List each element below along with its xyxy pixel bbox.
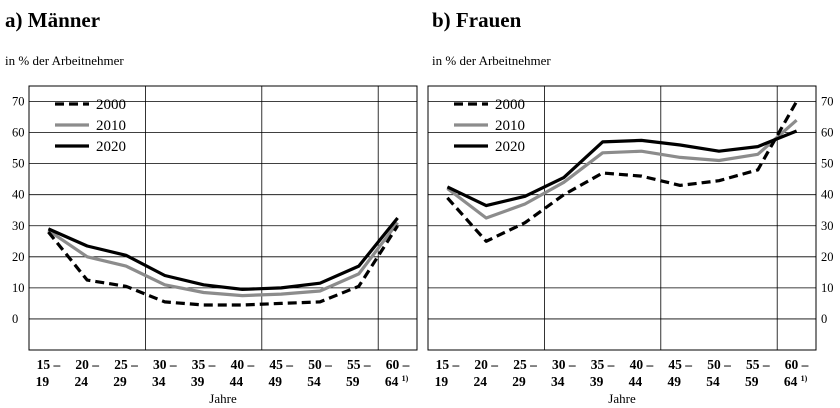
x-tick-label-top: 30 – bbox=[153, 357, 177, 372]
series-line-2010 bbox=[47, 221, 399, 298]
y-tick-label: 50 bbox=[12, 157, 25, 171]
x-axis-label: Jahre bbox=[209, 391, 237, 406]
x-tick-label-bottom: 19 bbox=[435, 374, 449, 389]
y-tick-label: 60 bbox=[12, 126, 25, 140]
x-tick-label-bottom: 34 bbox=[152, 374, 166, 389]
legend-label: 2000 bbox=[96, 97, 126, 113]
x-tick-label-bottom: 24 bbox=[74, 374, 88, 389]
panel-title: b) Frauen bbox=[432, 8, 522, 32]
legend-label: 2010 bbox=[96, 118, 126, 134]
x-tick-label-top: 60 – bbox=[386, 357, 410, 372]
y-tick-label: 40 bbox=[821, 188, 834, 202]
y-tick-label: 70 bbox=[821, 95, 834, 109]
series-line-2020 bbox=[47, 216, 399, 291]
x-tick-label-top: 25 – bbox=[513, 357, 537, 372]
plot-frame bbox=[427, 85, 817, 351]
x-tick-label-top: 15 – bbox=[37, 357, 61, 372]
y-tick-label: 60 bbox=[821, 126, 834, 140]
x-tick-label-top: 20 – bbox=[474, 357, 498, 372]
x-tick-label-bottom: 59 bbox=[745, 374, 759, 389]
x-tick-label-bottom: 49 bbox=[268, 374, 282, 389]
x-tick-label-top: 35 – bbox=[192, 357, 216, 372]
x-tick-label-top: 55 – bbox=[746, 357, 770, 372]
x-tick-label-top: 20 – bbox=[75, 357, 99, 372]
legend-label: 2010 bbox=[495, 118, 525, 134]
panel-title: a) Männer bbox=[5, 8, 100, 32]
x-tick-label-top: 15 – bbox=[436, 357, 460, 372]
x-tick-label-top: 45 – bbox=[269, 357, 293, 372]
x-tick-label-bottom: 29 bbox=[512, 374, 526, 389]
series-line-2020 bbox=[446, 129, 798, 208]
y-tick-label: 0 bbox=[12, 312, 18, 326]
x-tick-label-bottom: 29 bbox=[113, 374, 127, 389]
y-tick-label: 70 bbox=[12, 95, 25, 109]
x-tick-label-top: 50 – bbox=[707, 357, 731, 372]
legend-label: 2020 bbox=[96, 139, 126, 155]
x-tick-label-bottom: 19 bbox=[36, 374, 50, 389]
y-tick-label: 0 bbox=[821, 312, 827, 326]
legend-label: 2020 bbox=[495, 139, 525, 155]
legend-label: 2000 bbox=[495, 97, 525, 113]
x-tick-label-bottom: 64 bbox=[385, 374, 399, 389]
x-tick-label-bottom: 44 bbox=[629, 374, 643, 389]
x-tick-label-top: 35 – bbox=[591, 357, 615, 372]
x-tick-label-top: 45 – bbox=[668, 357, 692, 372]
y-axis-label: in % der Arbeitnehmer bbox=[432, 53, 551, 68]
y-tick-label: 40 bbox=[12, 188, 25, 202]
y-tick-label: 20 bbox=[821, 250, 834, 264]
y-tick-label: 10 bbox=[12, 281, 25, 295]
footnote-marker: 1) bbox=[801, 374, 808, 383]
x-axis-label: Jahre bbox=[608, 391, 636, 406]
x-tick-label-top: 25 – bbox=[114, 357, 138, 372]
x-tick-label-bottom: 39 bbox=[590, 374, 604, 389]
x-tick-label-bottom: 34 bbox=[551, 374, 565, 389]
x-tick-label-bottom: 54 bbox=[706, 374, 720, 389]
x-tick-label-top: 30 – bbox=[552, 357, 576, 372]
series-line-2000 bbox=[446, 100, 798, 243]
y-tick-label: 30 bbox=[12, 219, 25, 233]
x-tick-label-top: 40 – bbox=[231, 357, 255, 372]
y-tick-label: 50 bbox=[821, 157, 834, 171]
footnote-marker: 1) bbox=[402, 374, 409, 383]
x-tick-label-bottom: 39 bbox=[191, 374, 205, 389]
x-tick-label-top: 40 – bbox=[630, 357, 654, 372]
y-tick-label: 20 bbox=[12, 250, 25, 264]
x-tick-label-top: 50 – bbox=[308, 357, 332, 372]
x-tick-label-bottom: 49 bbox=[667, 374, 681, 389]
x-tick-label-top: 60 – bbox=[785, 357, 809, 372]
x-tick-label-bottom: 59 bbox=[346, 374, 360, 389]
y-tick-label: 30 bbox=[821, 219, 834, 233]
y-axis-label: in % der Arbeitnehmer bbox=[5, 53, 124, 68]
series-line-2010 bbox=[446, 118, 798, 220]
x-tick-label-bottom: 44 bbox=[230, 374, 244, 389]
x-tick-label-bottom: 24 bbox=[473, 374, 487, 389]
x-tick-label-bottom: 64 bbox=[784, 374, 798, 389]
series-line-2000 bbox=[47, 224, 399, 307]
x-tick-label-bottom: 54 bbox=[307, 374, 321, 389]
y-tick-label: 10 bbox=[821, 281, 834, 295]
plot-frame bbox=[28, 85, 418, 351]
x-tick-label-top: 55 – bbox=[347, 357, 371, 372]
